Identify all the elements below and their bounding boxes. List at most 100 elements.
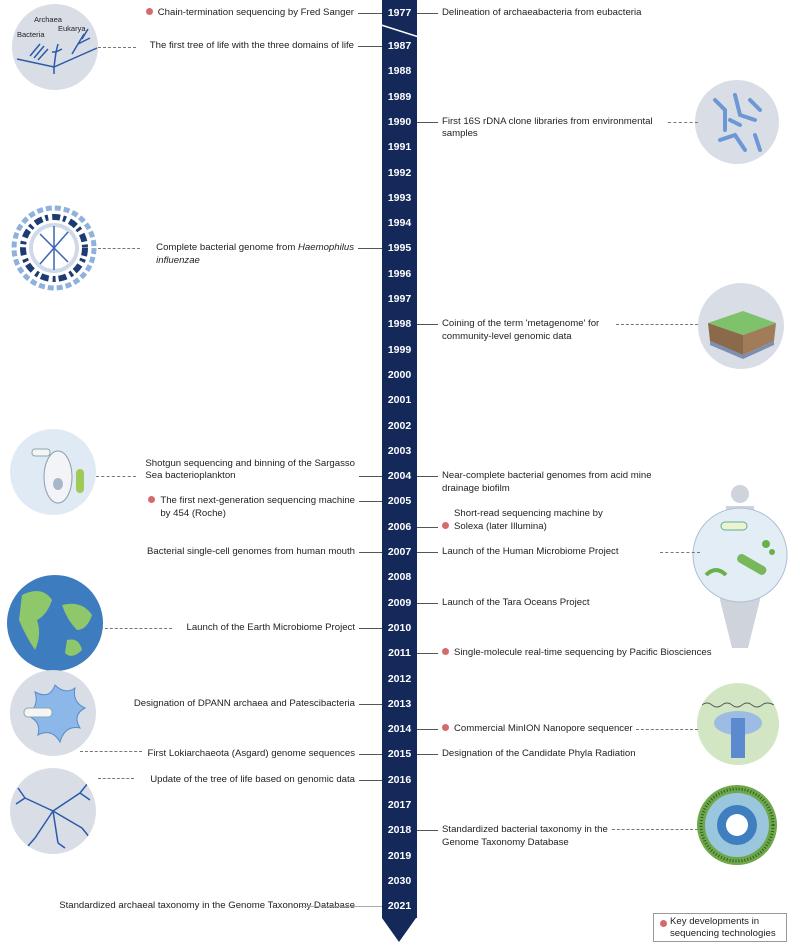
event-connector: [358, 46, 382, 47]
timeline-event: First 16S rDNA clone libraries from envi…: [442, 116, 653, 141]
event-text: by 454 (Roche): [160, 507, 226, 519]
year-label: 1997: [387, 293, 412, 305]
event-text: Launch of the Earth Microbiome Project: [186, 621, 355, 633]
year-label: 2006: [387, 520, 412, 533]
sequencing-dot-icon: [442, 648, 449, 656]
year-label: 2010: [387, 621, 412, 634]
connector: [96, 476, 136, 477]
event-text-line: Launch of the Human Microbiome Project: [442, 546, 619, 559]
event-connector: [417, 121, 438, 123]
event-text-line: First Lokiarchaeota (Asgard) genome sequ…: [148, 748, 355, 761]
tree-of-life-three-domains-illustration: Archaea Bacteria Eukarya: [12, 4, 98, 90]
year-label: 2012: [387, 672, 412, 685]
year-label: 1989: [387, 90, 412, 103]
year-label: 2018: [387, 824, 412, 837]
timeline-event: The first tree of life with the three do…: [150, 40, 354, 53]
label-archaea: Archaea: [34, 15, 62, 24]
event-text: Designation of DPANN archaea and Patesci…: [133, 697, 355, 709]
timeline-event: Launch of the Earth Microbiome Project: [186, 622, 355, 635]
year-label: 2015: [387, 748, 412, 761]
connector: [98, 778, 134, 779]
sargasso-sea-cells-illustration: [10, 429, 96, 515]
event-text: Coining of the term 'metagenome' for: [442, 318, 600, 330]
timeline-event: Chain-termination sequencing by Fred San…: [145, 7, 354, 20]
event-text-line: community-level genomic data: [442, 331, 599, 344]
event-text: Commercial MinION Nanopore sequencer: [454, 723, 633, 735]
year-label: 2017: [387, 799, 412, 811]
event-text: Genome Taxonomy Database: [442, 836, 569, 848]
event-connector: [417, 830, 438, 832]
event-text: Shotgun sequencing and binning of the Sa…: [145, 457, 355, 469]
event-text-line: Designation of DPANN archaea and Patesci…: [134, 698, 355, 711]
event-connector: [359, 703, 382, 705]
event-text-line: Launch of the Tara Oceans Project: [442, 597, 590, 610]
event-text: First 16S rDNA clone libraries from envi…: [442, 115, 653, 127]
year-label: 2003: [387, 444, 412, 457]
gtdb-circular-tree-illustration: [697, 785, 777, 865]
event-connector: [417, 476, 438, 478]
year-label: 1999: [387, 343, 412, 356]
event-connector: [417, 13, 438, 14]
event-text-line: Bacterial single-cell genomes from human…: [147, 546, 355, 559]
event-connector: [359, 476, 382, 478]
year-label: 1987: [387, 40, 412, 52]
event-connector: [359, 779, 382, 781]
timeline-event: Designation of the Candidate Phyla Radia…: [442, 748, 636, 761]
event-connector: [417, 653, 438, 655]
event-text: Standardized archaeal taxonomy in the Ge…: [59, 900, 355, 912]
event-text: Delineation of archaeabacteria from euba…: [442, 7, 642, 18]
timeline-event: Update of the tree of life based on geno…: [150, 774, 355, 787]
timeline-event: Commercial MinION Nanopore sequencer: [442, 723, 633, 736]
year-label: 2007: [387, 546, 412, 558]
event-text-line: Sea bacterioplankton: [145, 470, 355, 483]
tree-of-life-genomic-illustration: [10, 768, 96, 854]
event-text: samples: [442, 128, 478, 140]
event-connector: [359, 754, 382, 756]
event-connector: [359, 501, 382, 503]
timeline-event: Delineation of archaeabacteria from euba…: [442, 7, 641, 20]
event-text: Designation of the Candidate Phyla Radia…: [442, 748, 636, 760]
timeline-event: The first next-generation sequencing mac…: [148, 495, 355, 520]
event-text: The first next-generation sequencing mac…: [160, 495, 355, 507]
sequencing-dot-icon: [442, 724, 449, 732]
timeline-bar: [382, 0, 417, 918]
event-text-line: influenzae: [156, 255, 354, 268]
event-text: Solexa (later Illumina): [454, 520, 547, 532]
event-text-line: Shotgun sequencing and binning of the Sa…: [145, 458, 355, 471]
timeline-event: Shotgun sequencing and binning of the Sa…: [145, 458, 355, 483]
timeline-event: Standardized archaeal taxonomy in the Ge…: [59, 900, 355, 913]
legend-dot-icon: [660, 920, 667, 927]
human-microbiome-illustration: [686, 480, 794, 650]
timeline-event: First Lokiarchaeota (Asgard) genome sequ…: [148, 748, 355, 761]
species-name: Haemophilus: [298, 242, 354, 254]
event-text-line: First 16S rDNA clone libraries from envi…: [442, 116, 653, 129]
year-label: 2002: [387, 419, 412, 432]
event-connector: [417, 552, 438, 553]
event-connector: [417, 324, 438, 326]
event-connector: [417, 526, 438, 528]
event-text: Standardized bacterial taxonomy in the: [442, 824, 608, 836]
year-label: 2008: [387, 571, 412, 584]
timeline-event: Near-complete bacterial genomes from aci…: [442, 470, 652, 495]
event-text: Short-read sequencing machine by: [454, 508, 603, 520]
event-text-line: Delineation of archaeabacteria from euba…: [442, 7, 641, 20]
timeline-event: Coining of the term 'metagenome' for comm…: [442, 318, 599, 343]
connector: [660, 552, 700, 553]
nanopore-illustration: [697, 683, 779, 765]
year-label: 2011: [388, 647, 411, 660]
event-connector: [358, 248, 382, 250]
event-connector: [358, 13, 382, 14]
year-label: 2016: [387, 773, 412, 786]
event-connector: [359, 552, 382, 553]
year-label: 2014: [387, 723, 412, 736]
event-text-line: Near-complete bacterial genomes from aci…: [442, 470, 652, 483]
event-connector: [417, 602, 438, 604]
label-bacteria: Bacteria: [17, 30, 45, 39]
connector: [612, 829, 698, 830]
earth-globe-illustration: [7, 575, 103, 671]
metagenome-soil-illustration: [698, 283, 784, 369]
timeline-event: Launch of the Human Microbiome Project: [442, 546, 619, 559]
year-label: 1977: [387, 7, 412, 19]
event-text: Launch of the Human Microbiome Project: [442, 546, 619, 557]
event-connector: [417, 754, 438, 756]
